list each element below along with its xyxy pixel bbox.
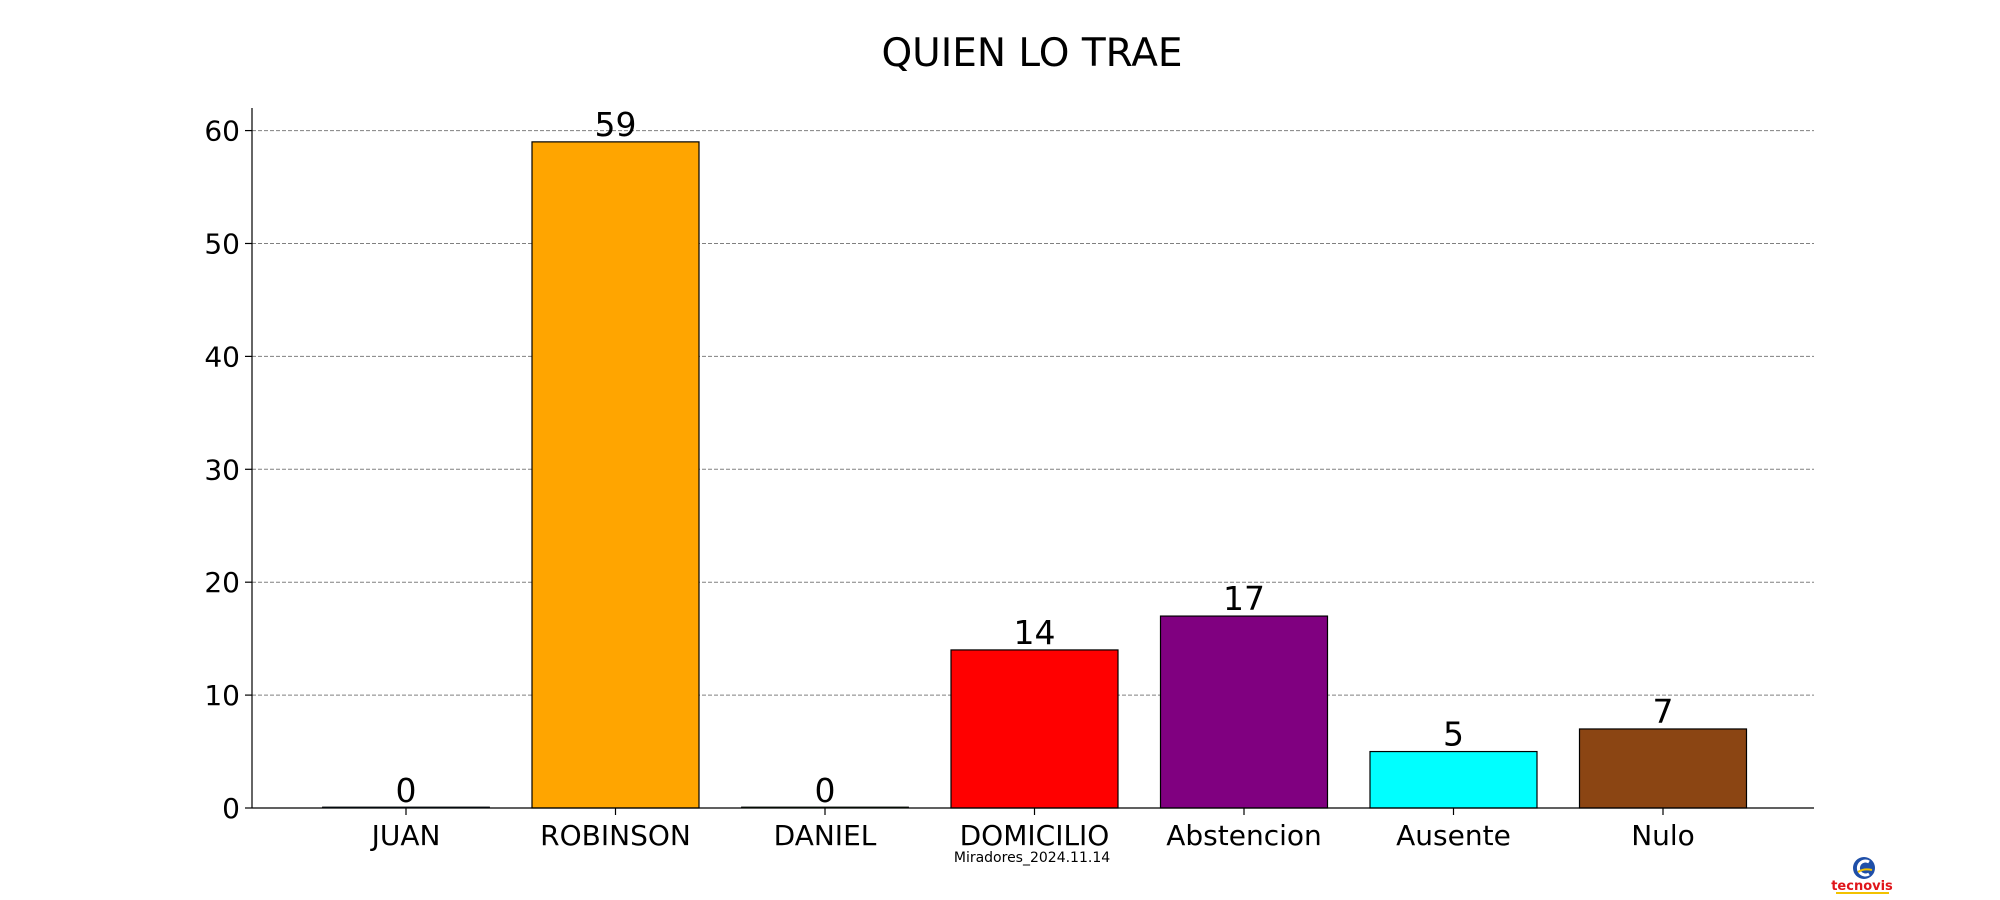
y-tick-label: 20 [204,566,240,599]
bar-nulo [1578,728,1748,809]
logo-underline [1836,892,1889,894]
y-tick-label: 50 [204,227,240,260]
x-tick-label: JUAN [370,819,441,852]
data-label: 17 [1223,579,1265,618]
logo-text: tecnovis [1831,879,1893,894]
y-tick-label: 40 [204,340,240,373]
data-label: 5 [1443,715,1464,754]
chart-title: QUIEN LO TRAE [881,31,1182,76]
x-tick-label: Ausente [1396,819,1511,852]
bar-domicilio [950,649,1119,809]
bars [322,141,1748,809]
data-label: 0 [815,771,836,810]
data-label: 59 [595,105,637,144]
x-tick-label: Abstencion [1166,819,1322,852]
bar-ausente [1369,750,1538,809]
x-tick-label: ROBINSON [540,819,691,852]
x-tick-label: DANIEL [774,819,877,852]
y-tick-label: 0 [222,792,240,825]
y-tick-label: 60 [204,115,240,148]
data-labels: 0 59 0 14 17 5 7 [396,105,1674,810]
y-tick-label: 10 [204,679,240,712]
data-label: 0 [396,771,417,810]
x-tick-label: DOMICILIO [960,819,1110,852]
caption-label: Miradores_2024.11.14 [954,850,1110,866]
tecnovis-logo: tecnovis [1831,857,1893,894]
bar-robinson [531,141,700,809]
x-tick-label: Nulo [1631,819,1695,852]
tecnovis-logo-icon [1853,857,1875,879]
data-label: 7 [1653,692,1674,731]
axes [245,108,1814,815]
grid-lines [252,130,1814,696]
data-label: 14 [1014,613,1056,652]
bar-abstencion [1159,615,1329,809]
y-tick-label: 30 [204,453,240,486]
